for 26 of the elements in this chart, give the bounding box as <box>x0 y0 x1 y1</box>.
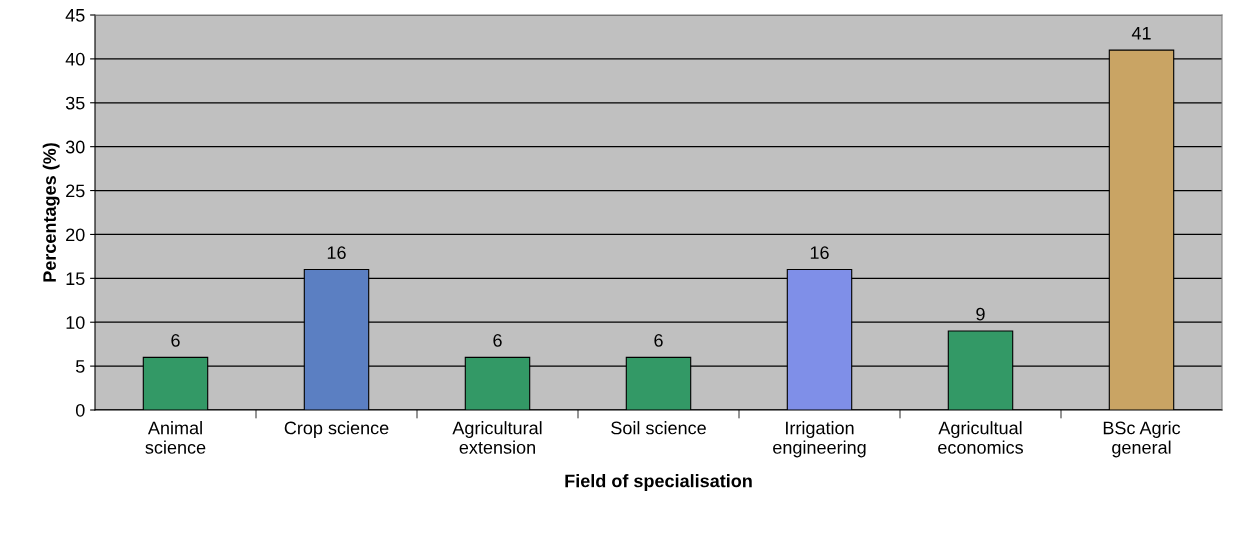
x-tick-label: Irrigation engineering <box>773 421 866 458</box>
x-tick-label: Agricultual economics <box>938 421 1023 454</box>
y-tick-label: 10 <box>66 316 85 329</box>
y-tick-label: 20 <box>66 228 85 242</box>
data-label: 9 <box>976 307 985 321</box>
x-tick-label: Crop science <box>284 421 389 438</box>
data-label: 16 <box>327 246 346 260</box>
x-tick-label: Animal science <box>145 421 206 454</box>
y-tick-label: 40 <box>65 52 85 66</box>
y-tick-label: 0 <box>75 403 85 417</box>
x-tick-label: Soil science <box>611 421 706 435</box>
y-tick-label: 5 <box>75 360 85 373</box>
x-axis-title: Field of specialisation <box>565 474 752 491</box>
data-label: 6 <box>654 334 663 347</box>
y-tick-label: 25 <box>66 184 85 198</box>
y-tick-label: 30 <box>65 140 85 154</box>
y-tick-label: 35 <box>65 96 85 110</box>
x-tick-label: BSc Agric general <box>1103 421 1181 458</box>
y-tick-label: 45 <box>65 9 85 22</box>
y-tick-label: 15 <box>66 272 85 286</box>
x-tick-label: Agricultural extension <box>452 421 542 454</box>
y-axis-title: Percentages (%) <box>42 143 60 282</box>
data-label: 16 <box>810 246 829 260</box>
data-label: 6 <box>493 334 502 347</box>
data-label: 41 <box>1131 27 1151 40</box>
data-label: 6 <box>171 334 180 347</box>
